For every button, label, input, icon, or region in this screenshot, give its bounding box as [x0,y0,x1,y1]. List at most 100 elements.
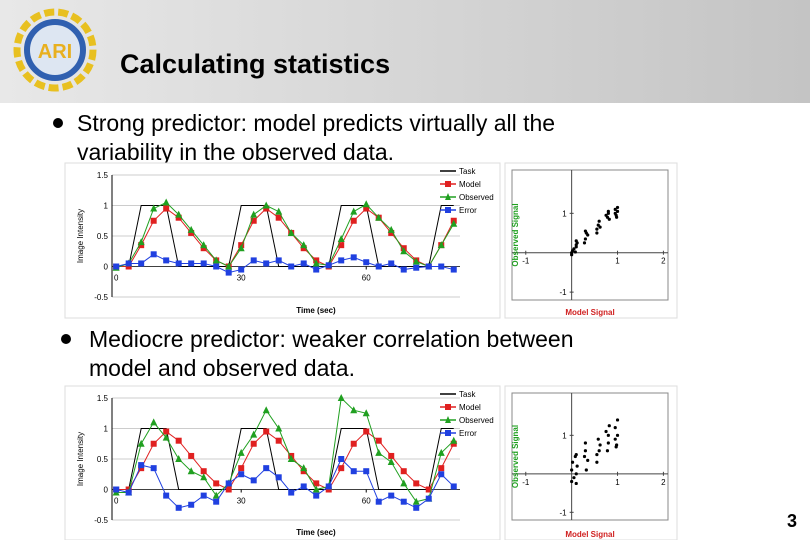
point [615,209,620,213]
marker [412,257,420,265]
point [595,231,599,235]
y-tick-label: 1 [104,425,109,434]
marker [187,225,195,233]
series-line [116,253,454,274]
x-axis-label: Model Signal [565,530,614,539]
y-tick-label: 1 [562,209,567,218]
y-tick-label: 0.5 [97,455,109,464]
marker [388,260,395,267]
marker [300,468,307,475]
x-tick-label: 30 [237,274,246,283]
point [596,437,600,441]
marker [200,241,208,249]
marker [388,452,395,459]
point [613,437,617,441]
marker [138,465,145,472]
x-axis-label: Model Signal [565,308,614,317]
x-tick-label: -1 [522,478,530,487]
marker [287,228,295,236]
marker [188,501,195,508]
y-tick-label: 1 [562,431,567,440]
series-line [116,458,455,509]
marker [125,260,132,267]
marker [238,471,245,478]
marker [225,269,232,276]
marker [400,266,407,273]
marker [250,217,257,224]
bullet-line: Mediocre predictor: weaker correlation b… [89,326,574,352]
marker [400,498,407,505]
marker [425,486,432,493]
marker [413,480,420,487]
marker [200,492,207,499]
point [586,233,590,237]
point [615,433,620,437]
series-line [116,430,455,491]
marker [450,219,458,227]
x-tick-label: 60 [362,497,371,506]
y-tick-label: -0.5 [94,293,108,302]
marker [175,437,182,444]
marker [150,465,157,472]
legend-marker [445,416,451,423]
marker [388,492,395,499]
marker [312,259,320,267]
marker [188,452,195,459]
point [607,217,611,221]
series-line [116,201,455,269]
marker [387,458,395,466]
marker [312,485,320,493]
marker [225,486,232,493]
point [615,215,619,219]
marker [450,266,457,273]
point [583,229,588,233]
marker [375,437,382,444]
plot-frame [511,392,669,521]
marker [213,263,220,270]
marker [275,437,282,444]
marker [113,263,120,270]
marker [275,474,282,481]
x-tick-label: 30 [237,497,246,506]
x-tick-label: 1 [615,257,620,266]
marker [138,242,145,249]
marker [337,394,345,401]
marker [150,440,157,447]
marker [400,479,408,487]
marker [287,455,295,462]
legend-marker [445,207,451,213]
y-tick-label: -1 [560,508,568,517]
point [583,441,588,445]
plot-frame [511,169,669,301]
slide-title: Calculating statistics [120,49,390,79]
series-line [116,428,454,490]
marker [362,200,370,208]
marker [363,428,370,435]
marker [338,257,345,264]
marker [250,257,257,264]
x-tick-label: 2 [661,478,666,487]
marker [400,468,407,475]
marker [150,251,157,258]
marker [325,486,332,493]
marker [250,440,257,447]
point [582,241,587,245]
marker [225,480,232,487]
figure-frame [64,385,501,540]
marker [350,254,357,261]
marker [425,495,432,502]
marker [338,456,345,462]
x-axis-label: Time (sec) [296,306,336,315]
marker [163,257,170,264]
marker [163,428,170,435]
point [570,253,574,257]
point [574,472,578,476]
legend-marker [445,430,451,436]
marker [375,498,382,505]
point [574,245,578,249]
marker [300,241,308,249]
x-tick-label: 0 [114,274,119,283]
point [582,454,587,459]
point [595,227,599,231]
